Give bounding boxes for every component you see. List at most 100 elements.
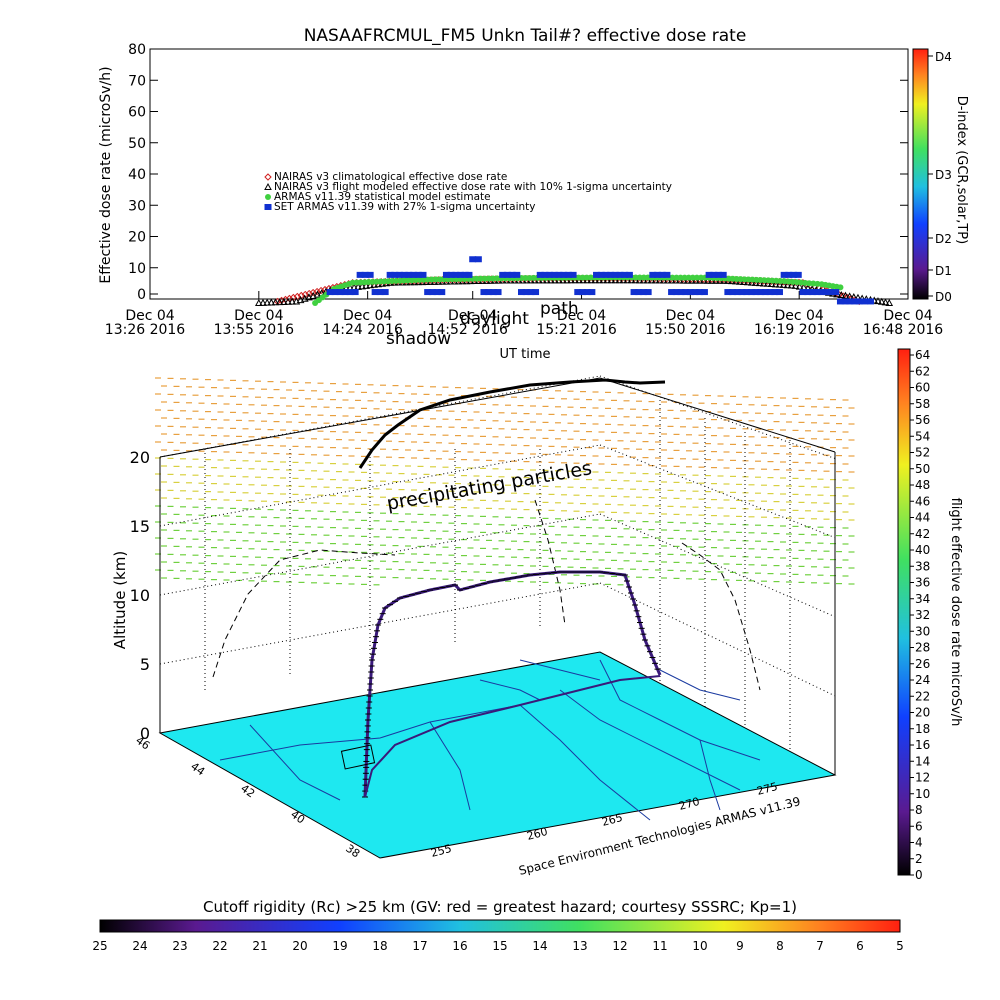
data-point <box>546 271 554 278</box>
dose-tick-label: 50 <box>915 462 930 476</box>
data-point <box>341 289 349 296</box>
data-point <box>715 271 722 278</box>
state-border <box>699 739 721 811</box>
rigidity-tick-label: 11 <box>652 939 667 953</box>
data-point <box>346 289 354 296</box>
y-tick-label: 10 <box>128 261 146 277</box>
rigidity-colorbar-gradient <box>99 919 901 933</box>
x-tick-label-top: Dec 04 <box>448 308 497 324</box>
rigidity-tick-label: 16 <box>452 939 467 953</box>
data-point <box>469 256 477 263</box>
longitude-ticks: 255 260 265 270 275 <box>429 780 779 860</box>
data-point <box>474 256 482 263</box>
data-point <box>885 298 894 306</box>
data-point <box>705 271 713 278</box>
data-point <box>271 298 280 306</box>
data-point <box>309 288 317 297</box>
data-point <box>625 271 633 278</box>
top-chart-axes <box>149 48 909 300</box>
data-point <box>331 289 339 296</box>
altitude-axis-label: Altitude (km) <box>111 551 129 649</box>
dose-tick-label: 30 <box>915 624 930 638</box>
flight-ground-track <box>364 675 661 798</box>
data-point <box>616 271 624 278</box>
data-point <box>588 289 596 296</box>
rigidity-colorbar: Cutoff rigidity (Rc) >25 km (GV: red = g… <box>92 898 903 953</box>
data-point <box>846 298 854 305</box>
dose-tick-label: 6 <box>915 819 923 833</box>
data-point <box>851 298 859 305</box>
data-point <box>682 289 690 296</box>
data-point <box>376 289 384 296</box>
rigidity-tick-label: 12 <box>612 939 627 953</box>
data-point <box>747 289 755 296</box>
data-point <box>738 289 746 296</box>
data-point <box>855 298 863 305</box>
data-point <box>837 284 844 291</box>
dose-tick-label: 56 <box>915 413 930 427</box>
rigidity-tick-label: 19 <box>332 939 347 953</box>
data-point <box>836 298 844 305</box>
data-point <box>508 271 516 278</box>
dose-tick-label: 32 <box>915 608 930 622</box>
data-point <box>414 271 422 278</box>
dose-tick-label: 42 <box>915 527 930 541</box>
rigidity-tick-label: 7 <box>816 939 824 953</box>
alt-grid-line-side <box>599 375 836 459</box>
data-point <box>288 297 297 305</box>
data-point <box>827 289 835 296</box>
data-point <box>611 271 619 278</box>
x-tick-label-top: Dec 04 <box>666 308 715 324</box>
alt-grid-line-back <box>159 582 601 665</box>
data-point <box>361 271 369 278</box>
dose-tick-label: 22 <box>915 689 930 703</box>
dindex-tick-label: D4 <box>935 50 952 64</box>
data-point <box>489 289 497 296</box>
data-point <box>841 298 849 305</box>
track-shadow-left <box>212 549 396 678</box>
altitude-ticks: 0 5 10 15 20 <box>130 448 150 743</box>
legend-label: ARMAS v11.39 statistical model estimate <box>274 191 491 203</box>
rigidity-tick-label: 17 <box>412 939 427 953</box>
longitude-tick-label: 265 <box>600 811 624 829</box>
data-point <box>597 271 605 278</box>
data-point <box>700 289 708 296</box>
top-x-axis-label: UT time <box>500 347 551 362</box>
data-point <box>279 297 288 305</box>
data-point <box>799 289 807 296</box>
data-point <box>783 281 792 289</box>
data-point <box>808 289 816 296</box>
data-point <box>621 271 629 278</box>
data-point <box>752 289 760 296</box>
state-border <box>659 669 741 701</box>
data-point <box>424 289 432 296</box>
data-point <box>759 279 768 287</box>
state-border <box>479 679 541 701</box>
rigidity-tick-label: 6 <box>856 939 864 953</box>
precipitating-particles-cloud <box>155 377 855 586</box>
data-point <box>410 271 418 278</box>
rigidity-tick-label: 23 <box>172 939 187 953</box>
data-point <box>461 271 469 278</box>
data-point <box>658 271 666 278</box>
data-point <box>644 289 652 296</box>
track-shadow-right <box>681 542 761 691</box>
altitude-track-markers <box>362 571 661 798</box>
latitude-tick-label: 44 <box>188 760 207 779</box>
data-point <box>761 289 769 296</box>
data-point <box>743 289 751 296</box>
data-point <box>442 271 450 278</box>
data-point <box>541 271 549 278</box>
rigidity-tick-label: 15 <box>492 939 507 953</box>
dindex-tick-label: D2 <box>935 232 952 246</box>
data-point <box>438 289 446 296</box>
rigidity-tick-label: 18 <box>372 939 387 953</box>
data-point <box>757 289 765 296</box>
data-point <box>733 289 741 296</box>
state-border <box>249 724 341 801</box>
rigidity-tick-label: 21 <box>252 939 267 953</box>
rigidity-tick-label: 8 <box>776 939 784 953</box>
data-point <box>351 289 359 296</box>
dose-tick-label: 26 <box>915 657 930 671</box>
